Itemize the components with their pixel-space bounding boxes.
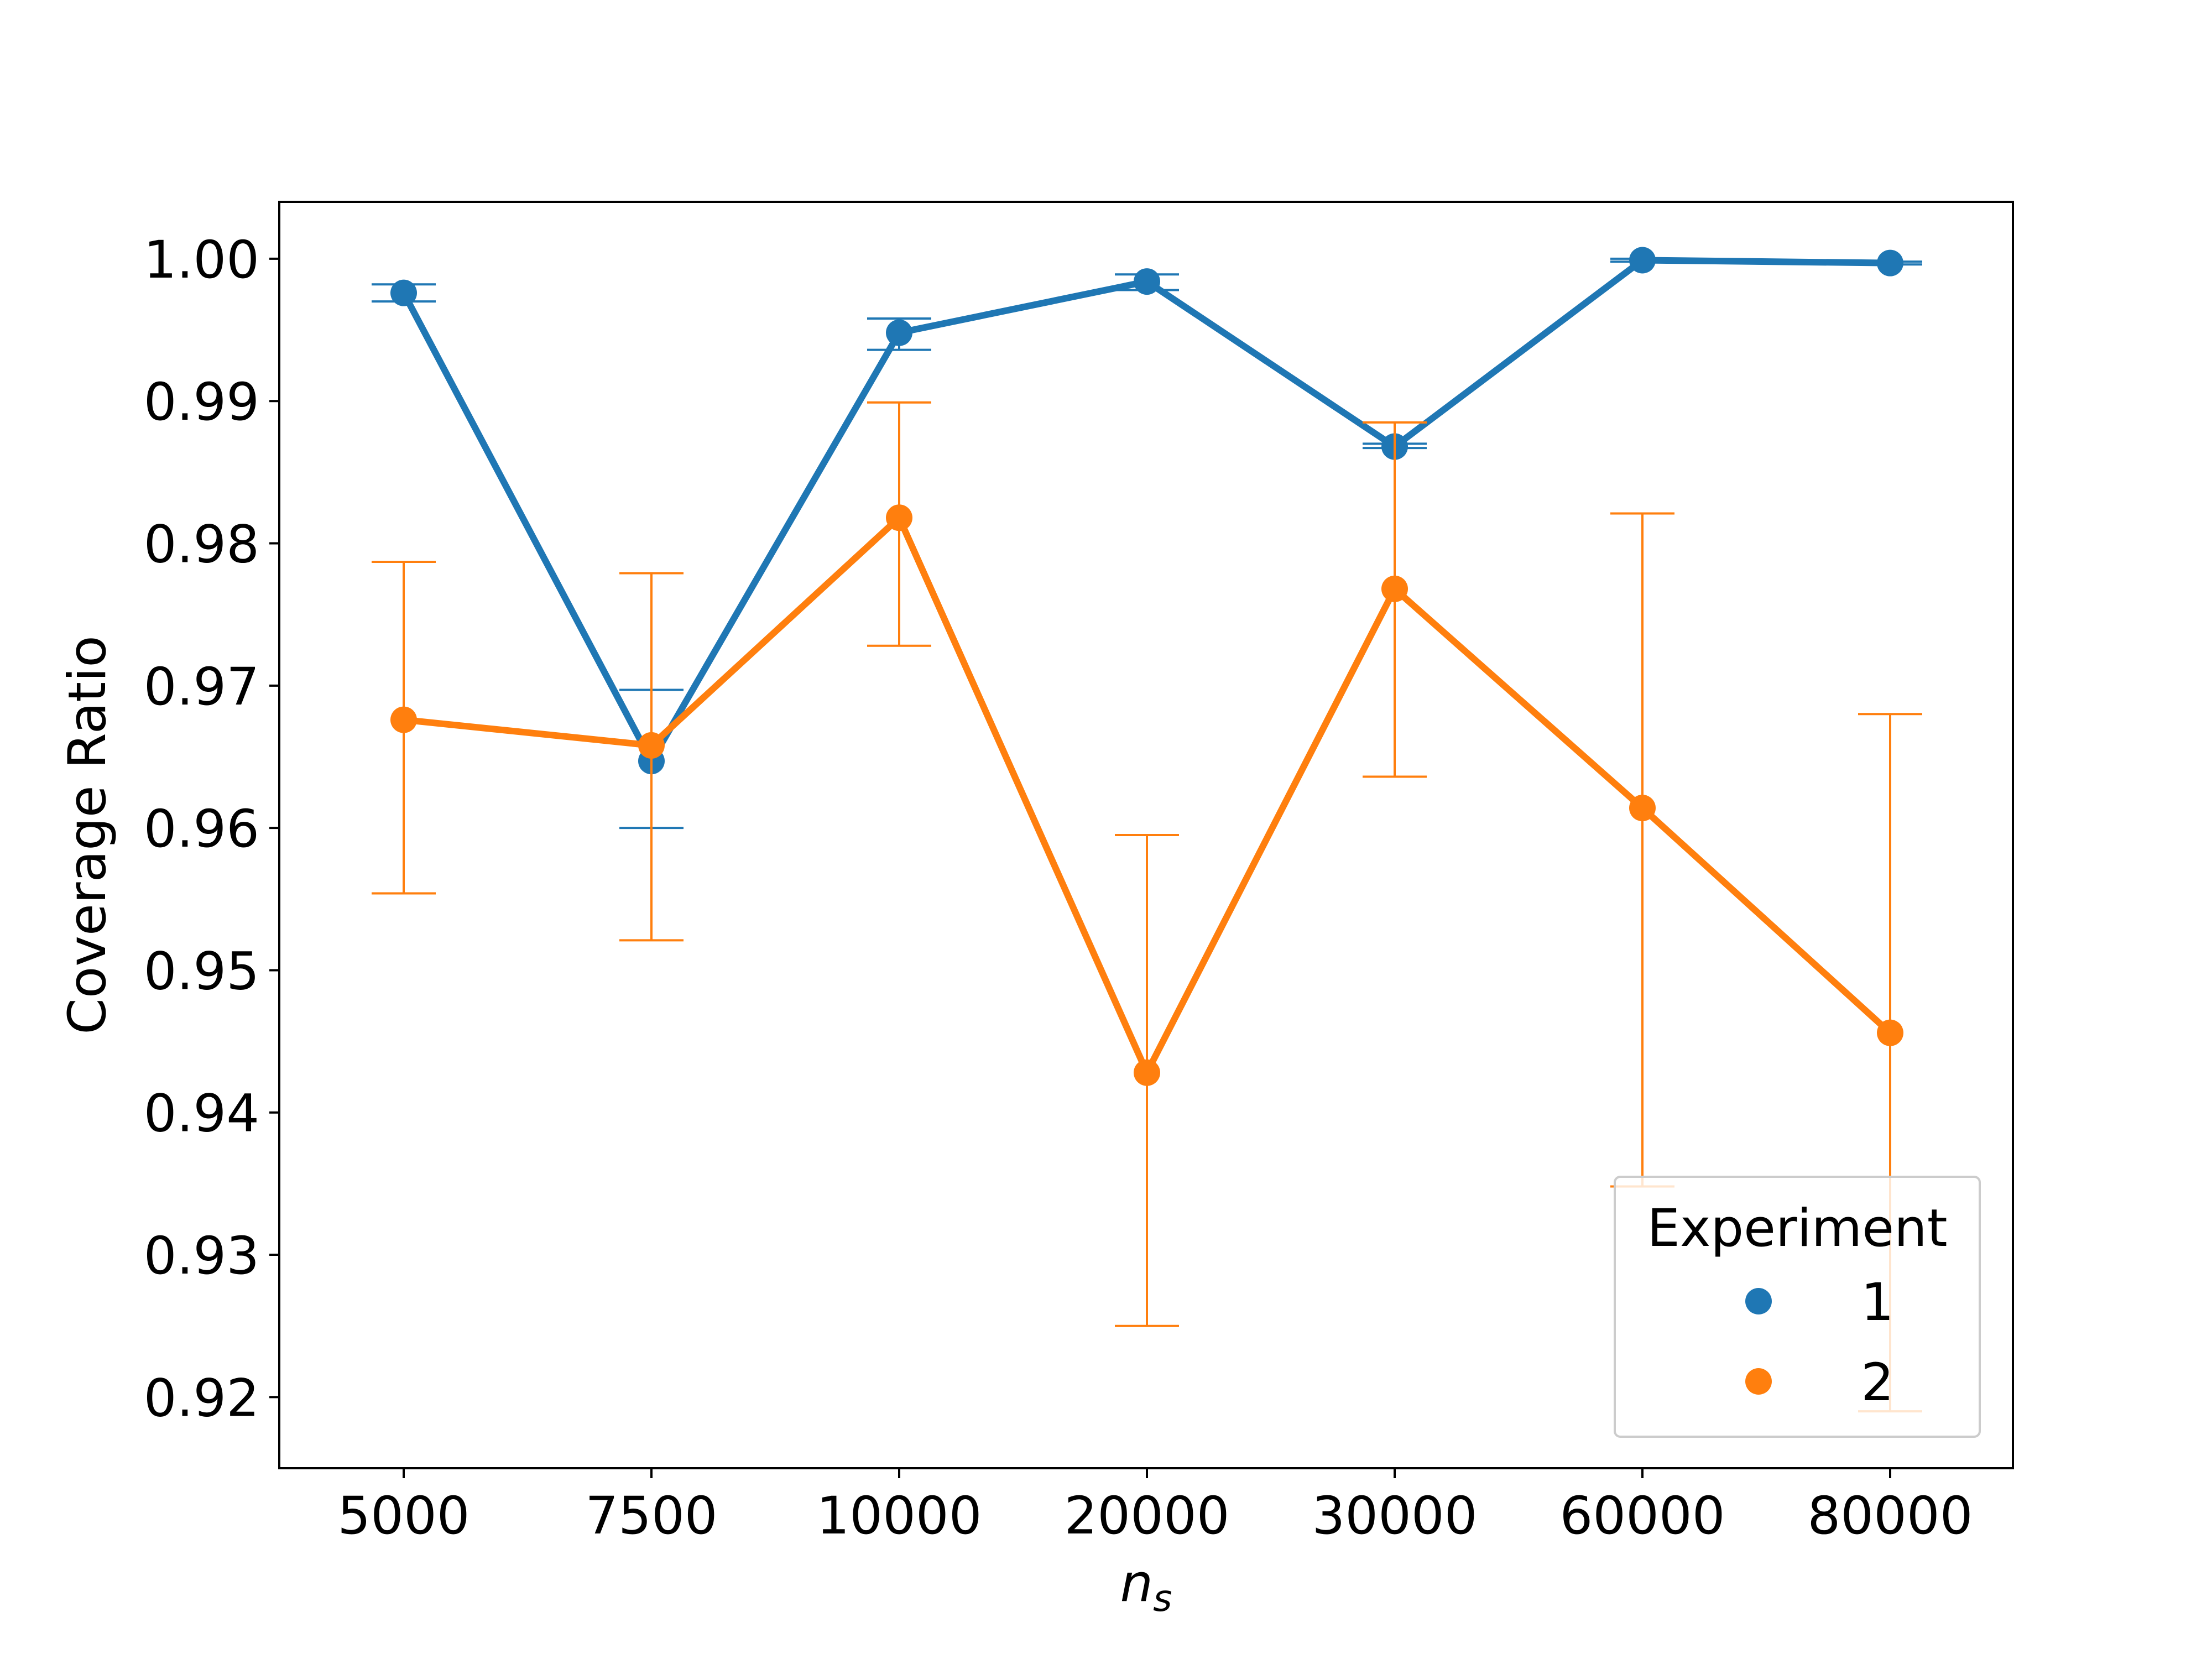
legend-marker-2 (1745, 1368, 1772, 1395)
legend-label-1: 1 (1861, 1272, 1894, 1333)
data-point (390, 279, 417, 306)
x-tick-label: 20000 (1064, 1486, 1229, 1546)
x-tick-label: 80000 (1807, 1486, 1973, 1546)
legend-marker-1 (1745, 1288, 1772, 1314)
legend-label-2: 2 (1861, 1353, 1894, 1413)
data-point (1134, 268, 1160, 295)
series-2 (372, 401, 1922, 1413)
data-point (1877, 249, 1903, 276)
data-point (886, 504, 912, 531)
x-axis-label: ns (1120, 1553, 1172, 1620)
legend-title: Experiment (1647, 1198, 1947, 1259)
y-axis-label: Coverage Ratio (58, 635, 118, 1035)
data-point (1629, 795, 1656, 822)
legend-items: 12 (1745, 1272, 1894, 1413)
x-tick-label: 5000 (337, 1486, 469, 1546)
x-axis-label-main: n (1120, 1553, 1154, 1614)
y-tick-label: 0.96 (144, 799, 259, 859)
x-tick-label: 30000 (1312, 1486, 1477, 1546)
data-point (1134, 1059, 1160, 1086)
y-tick-label: 0.93 (144, 1226, 259, 1286)
series-layer (372, 247, 1922, 1413)
y-axis-ticks: 0.92 0.93 0.94 0.95 0.96 0.97 0.98 0.99 1.00 (144, 230, 279, 1428)
legend-box (1614, 1176, 1981, 1438)
y-tick-label: 0.99 (144, 372, 259, 432)
data-point (1877, 1019, 1903, 1046)
data-point (638, 732, 665, 759)
x-axis-ticks: 5000 7500 10000 20000 30000 60000 80000 (337, 1468, 1973, 1546)
data-point (390, 706, 417, 733)
x-axis-label-subscript: s (1153, 1577, 1172, 1620)
y-tick-label: 1.00 (144, 230, 259, 290)
y-tick-label: 0.97 (144, 657, 259, 717)
y-tick-label: 0.94 (144, 1084, 259, 1144)
x-tick-label: 60000 (1559, 1486, 1725, 1546)
y-tick-label: 0.95 (144, 941, 259, 1001)
data-point (1629, 247, 1656, 274)
data-point (1381, 575, 1408, 602)
x-tick-label: 7500 (585, 1486, 717, 1546)
y-tick-label: 0.92 (144, 1368, 259, 1428)
error-bars-series-2 (372, 401, 1922, 1413)
y-tick-label: 0.98 (144, 515, 259, 575)
x-tick-label: 10000 (816, 1486, 982, 1546)
legend: Experiment 12 (1614, 1176, 1981, 1438)
data-point (886, 319, 912, 346)
